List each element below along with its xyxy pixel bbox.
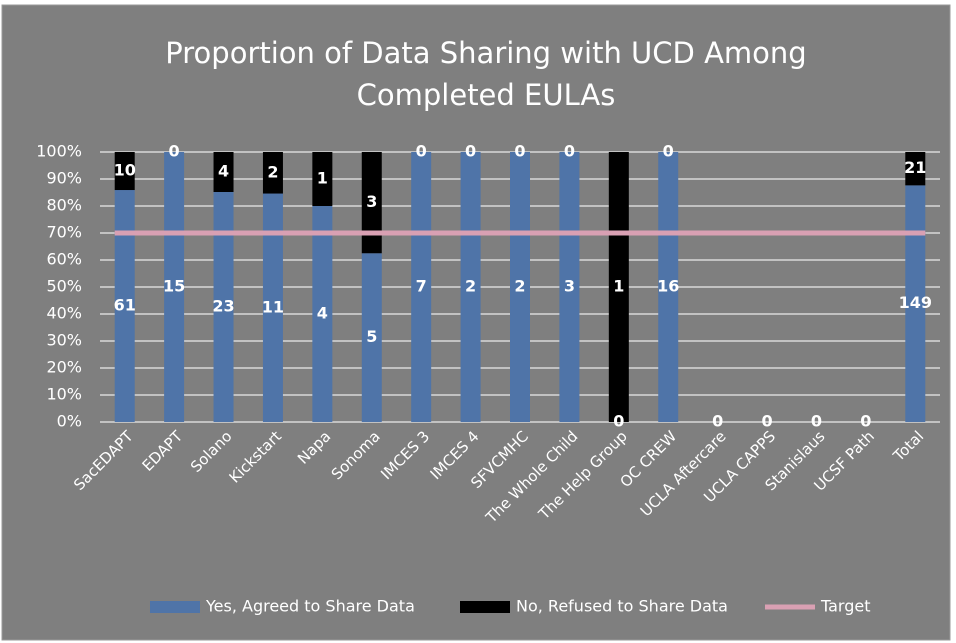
y-tick-label: 100% <box>36 142 82 161</box>
data-label: 1 <box>613 277 624 296</box>
bar <box>608 152 629 422</box>
bar <box>905 152 926 186</box>
legend-label: Target <box>820 597 871 616</box>
data-label: 2 <box>514 277 525 296</box>
bar <box>361 253 382 422</box>
bar <box>114 152 135 191</box>
data-label: 23 <box>212 297 234 316</box>
legend-swatch <box>150 601 200 613</box>
bar <box>312 206 333 422</box>
y-tick-label: 30% <box>46 331 82 350</box>
data-label: 0 <box>663 142 674 161</box>
data-label: 11 <box>262 297 284 316</box>
legend-swatch <box>460 601 510 613</box>
bar <box>114 190 135 422</box>
bar <box>411 152 432 422</box>
y-tick-label: 70% <box>46 223 82 242</box>
data-label: 0 <box>613 412 624 431</box>
bar <box>460 152 481 422</box>
data-label: 0 <box>416 142 427 161</box>
legend-label: Yes, Agreed to Share Data <box>205 597 415 616</box>
data-label: 10 <box>114 161 136 180</box>
data-label: 0 <box>761 412 772 431</box>
y-tick-label: 20% <box>46 358 82 377</box>
data-label: 0 <box>712 412 723 431</box>
y-tick-label: 90% <box>46 169 82 188</box>
bar <box>262 193 283 422</box>
legend-label: No, Refused to Share Data <box>516 597 728 616</box>
data-label: 0 <box>514 142 525 161</box>
data-label: 21 <box>904 158 926 177</box>
y-tick-label: 50% <box>46 277 82 296</box>
data-label: 15 <box>163 277 185 296</box>
bar <box>361 152 382 254</box>
bar <box>312 152 333 206</box>
y-tick-label: 80% <box>46 196 82 215</box>
y-tick-label: 10% <box>46 385 82 404</box>
data-label: 2 <box>267 162 278 181</box>
bar <box>559 152 580 422</box>
data-label: 3 <box>564 277 575 296</box>
data-label: 0 <box>860 412 871 431</box>
y-tick-label: 60% <box>46 250 82 269</box>
y-tick-label: 40% <box>46 304 82 323</box>
bar <box>213 192 234 422</box>
data-label: 0 <box>564 142 575 161</box>
data-label: 61 <box>114 296 136 315</box>
data-label: 2 <box>465 277 476 296</box>
chart-title: Proportion of Data Sharing with UCD Amon… <box>165 36 806 112</box>
data-label: 149 <box>899 293 932 312</box>
data-label: 0 <box>169 142 180 161</box>
data-label: 5 <box>366 327 377 346</box>
data-label: 0 <box>465 142 476 161</box>
data-label: 4 <box>317 304 328 323</box>
bar <box>905 185 926 422</box>
data-label: 7 <box>416 277 427 296</box>
bar <box>164 152 185 422</box>
data-label: 1 <box>317 169 328 188</box>
data-label: 4 <box>218 162 229 181</box>
bar <box>213 152 234 192</box>
data-label: 0 <box>811 412 822 431</box>
data-label: 3 <box>366 192 377 211</box>
y-tick-label: 0% <box>57 412 82 431</box>
bar <box>262 152 283 194</box>
data-label: 16 <box>657 277 679 296</box>
bar <box>510 152 530 422</box>
bar <box>658 152 679 422</box>
